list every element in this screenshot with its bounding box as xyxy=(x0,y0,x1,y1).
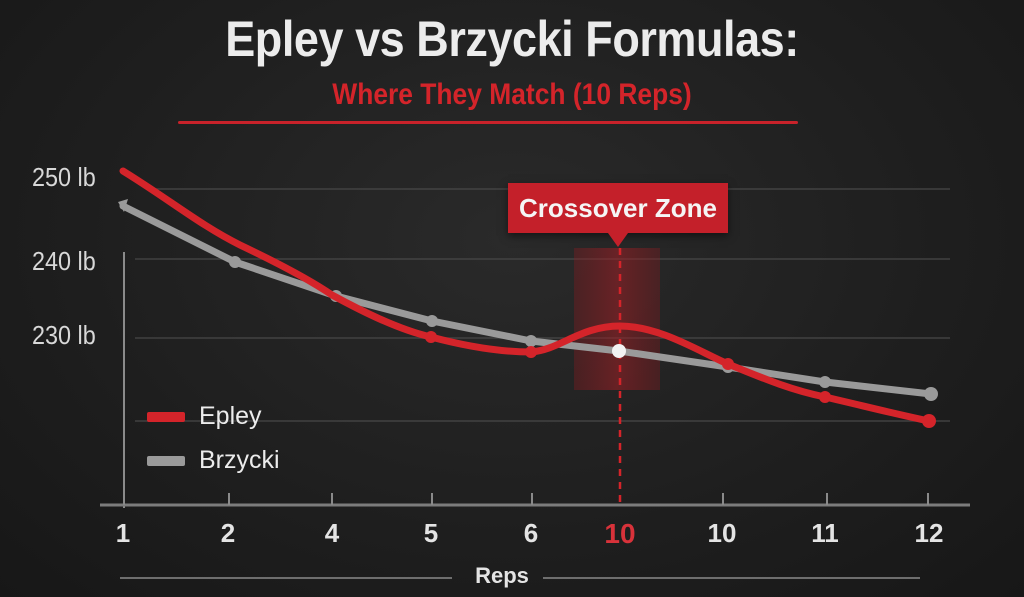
crossover-band xyxy=(574,248,660,390)
x-tick-label: 10 xyxy=(707,518,737,548)
x-tick-label: 11 xyxy=(811,518,839,548)
x-tick-label: 12 xyxy=(914,518,944,548)
legend-item-epley: Epley xyxy=(147,402,262,431)
match-point-marker xyxy=(612,344,626,358)
legend-swatch-epley xyxy=(147,411,185,422)
chart-subtitle: Where They Match (10 Reps) xyxy=(332,78,692,111)
y-tick-label-250: 250 lb xyxy=(32,162,96,192)
brzycki-series xyxy=(118,199,938,401)
x-tick-label: 5 xyxy=(423,518,439,548)
crossover-zone-callout: Crossover Zone xyxy=(508,183,728,247)
x-axis-title: Reps xyxy=(475,563,529,588)
x-tick-label: 4 xyxy=(324,518,340,548)
legend-item-brzycki: Brzycki xyxy=(147,446,280,475)
legend-label-epley: Epley xyxy=(199,402,262,430)
legend-swatch-brzycki xyxy=(147,455,185,466)
epley-series xyxy=(119,167,936,428)
x-axis-ticks xyxy=(123,493,929,505)
x-tick-label-highlight: 10 xyxy=(604,518,636,549)
title-divider xyxy=(178,121,798,124)
legend-label-brzycki: Brzycki xyxy=(199,446,280,474)
x-tick-label: 6 xyxy=(523,518,539,548)
x-tick-label: 2 xyxy=(220,518,236,548)
chart-title: Epley vs Brzycki Formulas: xyxy=(225,11,799,67)
y-tick-label-240: 240 lb xyxy=(32,246,96,276)
y-tick-label-230: 230 lb xyxy=(32,320,96,350)
x-tick-label: 1 xyxy=(115,518,131,548)
